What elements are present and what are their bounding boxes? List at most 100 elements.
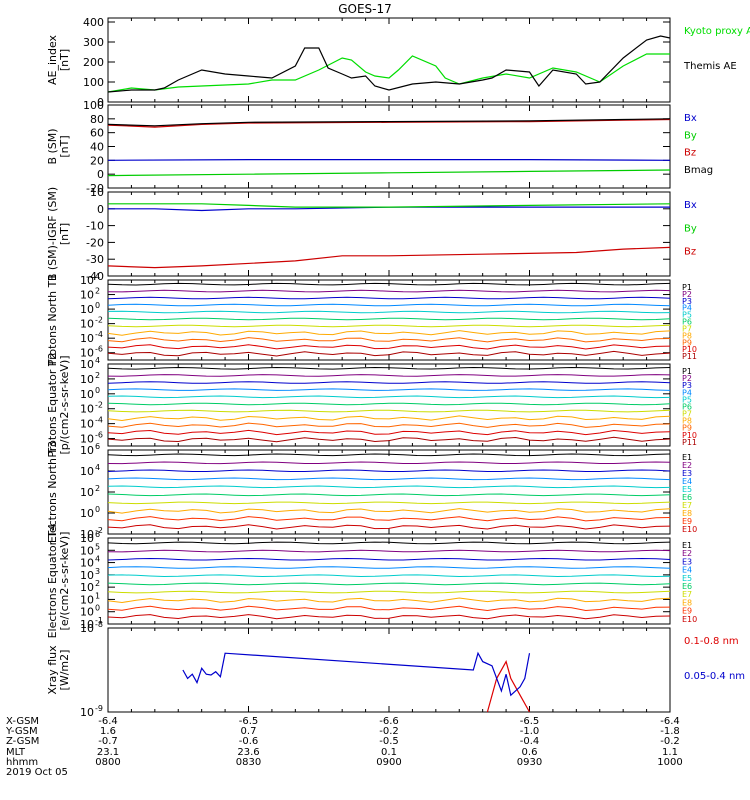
legend-entry: E3: [682, 469, 692, 478]
y-axis-unit: [p/(cm2-s-sr-keV)]: [58, 355, 71, 454]
footer-value: -0.4: [520, 736, 540, 747]
channel-line-e9: [107, 605, 671, 612]
footer-value: -0.2: [660, 736, 680, 747]
panel-frame: [107, 104, 671, 189]
channel-line-e7: [107, 590, 671, 594]
y-tick-label: 40: [90, 141, 104, 154]
y-tick-exponent: 6: [95, 442, 100, 451]
legend-entry: E7: [682, 590, 692, 599]
y-tick-label: 10: [80, 303, 94, 316]
channel-line-p3: [107, 381, 671, 384]
legend-entry: E2: [682, 549, 692, 558]
channel-line-p9: [107, 422, 671, 428]
legend-entry: P3: [682, 297, 692, 306]
y-axis-label: B (SM): [46, 128, 59, 164]
channel-line-e2: [107, 461, 671, 465]
footer-row-label: X-GSM: [6, 716, 39, 727]
y-axis-label: Electrons North T3: [46, 441, 59, 543]
y-tick-label: 10: [80, 433, 94, 446]
legend-entry: P6: [682, 402, 692, 411]
legend-entry: Bz: [684, 148, 696, 159]
y-tick-label: -30: [86, 253, 104, 266]
channel-line-e3: [107, 469, 671, 472]
footer-value: -6.4: [98, 716, 118, 727]
footer-value: -1.8: [660, 726, 680, 737]
y-tick-label: -20: [86, 236, 104, 249]
y-tick-exponent: 6: [95, 530, 100, 539]
legend-entry: 0.05-0.4 nm: [684, 671, 745, 682]
legend-entry: Bz: [684, 247, 696, 258]
y-tick-label: 10: [80, 274, 94, 287]
footer-value: 0.1: [381, 747, 397, 758]
legend-entry: P10: [682, 345, 697, 354]
y-tick-label: 80: [90, 113, 104, 126]
series-line-by: [108, 203, 671, 208]
y-tick-label: 10: [80, 318, 94, 331]
y-tick-label: 10: [80, 388, 94, 401]
channel-line-e5: [107, 574, 671, 578]
y-tick-label: 10: [80, 622, 94, 635]
footer-value: -0.5: [379, 736, 399, 747]
series-line-bx: [108, 206, 670, 212]
footer-value: -6.4: [660, 716, 680, 727]
y-tick-label: -10: [86, 220, 104, 233]
y-tick-label: 10: [80, 373, 94, 386]
footer-value: 1.6: [100, 726, 116, 737]
footer-value: 0830: [236, 757, 261, 768]
y-tick-label: 10: [80, 606, 94, 619]
channel-line-p3: [107, 296, 671, 300]
footer-row-label: Y-GSM: [5, 726, 38, 737]
legend-entry: P7: [682, 410, 692, 419]
y-tick-exponent: 2: [95, 579, 100, 588]
footer-row-label: hhmm: [6, 757, 38, 768]
legend-entry: P4: [682, 388, 692, 397]
footer-value: 1000: [657, 757, 682, 768]
y-tick-exponent: -4: [95, 330, 103, 339]
channel-line-e9: [107, 516, 671, 522]
channel-line-p1: [107, 282, 671, 286]
legend-entry: E3: [682, 557, 692, 566]
channel-line-p2: [107, 374, 671, 377]
y-tick-label: 10: [80, 569, 94, 582]
footer-value: -6.5: [239, 716, 259, 727]
legend-entry: E5: [682, 574, 692, 583]
y-axis-unit: [nT]: [58, 49, 71, 71]
channel-line-p10: [107, 344, 671, 350]
y-axis-unit: [e/(cm2-s-sr-keV)]: [58, 532, 71, 631]
y-tick-exponent: 5: [95, 542, 100, 551]
y-tick-exponent: 0: [95, 301, 100, 310]
channel-line-e5: [107, 485, 671, 489]
legend-entry: E6: [682, 582, 692, 591]
y-tick-label: 100: [83, 99, 104, 112]
legend-entry: P5: [682, 311, 692, 320]
legend-entry: E4: [682, 477, 692, 486]
plot-title: GOES-17: [338, 2, 392, 16]
channel-line-e3: [107, 557, 671, 561]
y-tick-label: 10: [80, 444, 94, 457]
legend-entry: P4: [682, 304, 692, 313]
footer-value: -1.0: [520, 726, 540, 737]
y-tick-exponent: 2: [95, 484, 100, 493]
y-tick-exponent: 4: [95, 555, 100, 564]
y-tick-label: -40: [86, 270, 104, 283]
y-tick-exponent: -2: [95, 401, 103, 410]
legend-entry: P3: [682, 381, 692, 390]
legend-entry: Bx: [684, 113, 697, 124]
channel-line-p11: [107, 350, 671, 357]
legend-entry: P10: [682, 431, 697, 440]
footer-value: 0800: [95, 757, 120, 768]
footer-row-label: 2019 Oct 05: [6, 767, 68, 778]
y-tick-exponent: 2: [95, 371, 100, 380]
footer-value: 0.6: [522, 747, 538, 758]
footer-value: 23.1: [97, 747, 119, 758]
y-axis-label: B (SM)-IGRF (SM): [46, 187, 59, 281]
y-tick-label: 10: [80, 403, 94, 416]
series-line-0-05-0-4-nm: [182, 651, 531, 697]
y-tick-label: 10: [80, 465, 94, 478]
y-tick-label: 10: [80, 289, 94, 302]
channel-line-e4: [107, 477, 671, 481]
y-axis-unit: [nT]: [58, 135, 71, 157]
legend-entry: 0.1-0.8 nm: [684, 636, 739, 647]
channel-line-e10: [107, 524, 671, 530]
channel-line-p8: [107, 330, 671, 336]
